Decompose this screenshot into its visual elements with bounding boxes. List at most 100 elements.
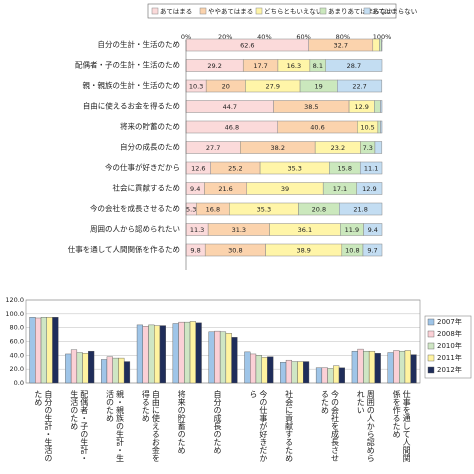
data-label: 9.8	[190, 247, 200, 255]
bar-segment	[356, 182, 383, 195]
legend-swatch	[199, 7, 207, 15]
data-label: 32.7	[333, 42, 347, 50]
category-label: 親・親族の生計・生活のため	[83, 80, 181, 90]
category-label: 将来の貯蓄のため	[120, 121, 180, 131]
legend-swatch	[363, 7, 371, 15]
bar	[351, 350, 358, 384]
data-label: 28.7	[347, 62, 361, 70]
bar-segment	[362, 243, 383, 257]
y-tick-label: 80.0	[10, 324, 24, 332]
data-label: 11.9	[345, 226, 359, 234]
data-label: 40.6	[310, 124, 324, 132]
legend-label: ややあてはまる	[208, 8, 253, 16]
bar	[40, 317, 47, 384]
bar-segment	[374, 141, 383, 154]
bar	[267, 356, 274, 384]
category-label: 周囲の人から認められたい	[90, 224, 180, 234]
legend-label: 2008年	[437, 329, 462, 338]
bar	[70, 349, 78, 384]
x-tick-label: 20%	[218, 33, 232, 41]
bar	[29, 317, 36, 384]
bar-segment	[377, 120, 381, 134]
bar	[404, 350, 411, 384]
bar	[225, 333, 232, 384]
data-label: 10.5	[360, 124, 374, 132]
category-label: 親・親族の生計・生活のため	[105, 390, 125, 462]
bar	[255, 355, 262, 384]
bar	[65, 353, 72, 384]
data-label: 31.3	[232, 226, 246, 234]
category-label: 今の会社を成長させるため	[90, 203, 180, 213]
legend-label: あてはまらない	[372, 8, 417, 16]
bar-segment	[380, 120, 383, 134]
bar	[184, 321, 191, 384]
data-label: 11.3	[190, 226, 204, 234]
data-label: 20	[222, 83, 230, 91]
data-label: 20.8	[312, 206, 326, 214]
legend-label: 2012年	[437, 365, 462, 374]
legend-swatch	[427, 366, 435, 374]
category-label: 今の仕事が好きだから	[105, 162, 180, 172]
category-label: 自分の成長のため	[120, 142, 180, 152]
category-label: 社会に貢献するため	[284, 390, 294, 462]
bar	[112, 357, 119, 384]
bar	[363, 350, 370, 384]
bar-segment	[325, 59, 383, 72]
category-label: 今の会社を成長させるため	[320, 390, 340, 462]
bar	[208, 331, 215, 384]
bar	[261, 357, 268, 384]
bar	[250, 353, 257, 384]
data-label: 11.1	[364, 165, 378, 173]
bar	[393, 350, 400, 384]
bar	[118, 357, 125, 384]
bar	[136, 324, 143, 384]
bar-segment	[379, 38, 382, 52]
data-label: 22.7	[352, 83, 366, 91]
data-label: 23.2	[331, 144, 345, 152]
legend-label: 2007年	[437, 317, 462, 326]
bar	[410, 354, 417, 384]
data-label: 15.8	[338, 165, 352, 173]
bar	[46, 317, 53, 384]
category-label: 配偶者・子の生計・生活のため	[69, 390, 89, 462]
data-label: 16.8	[206, 206, 220, 214]
bar	[172, 323, 179, 384]
bar	[231, 337, 238, 384]
bar	[154, 325, 161, 384]
data-label: 25.2	[228, 165, 242, 173]
data-label: 46.8	[225, 124, 239, 132]
bar	[82, 353, 89, 384]
bar	[387, 352, 394, 384]
data-label: 44.7	[223, 103, 237, 111]
category-label: 自由に使えるお金を得るため	[141, 390, 161, 462]
category-label: 自分の生計・生活のため	[98, 39, 181, 49]
bar	[142, 326, 149, 384]
data-label: 12.9	[362, 185, 376, 193]
bar	[76, 352, 83, 384]
data-label: 39	[281, 185, 289, 193]
data-label: 19	[315, 83, 323, 91]
data-label: 9.4	[368, 226, 378, 234]
bar-segment	[380, 100, 383, 113]
y-tick-label: 100.0	[5, 310, 24, 318]
bar-segment	[339, 202, 383, 216]
bar	[321, 367, 328, 384]
data-label: 29.2	[207, 62, 221, 70]
legend-box	[147, 3, 397, 19]
legend-label: どちらともいえない	[264, 8, 322, 16]
bar	[357, 348, 364, 384]
data-label: 38.2	[270, 144, 284, 152]
y-tick-label: 20.0	[10, 365, 24, 373]
legend-label: あまりあてはまらない	[328, 8, 393, 16]
bar	[106, 356, 113, 384]
data-label: 35.3	[257, 206, 271, 214]
bar	[148, 324, 155, 384]
category-label: 自由に使えるお金を得るため	[83, 101, 180, 111]
data-label: 5.3	[186, 206, 196, 214]
data-label: 21.6	[218, 185, 232, 193]
y-tick-label: 120.0	[5, 296, 24, 304]
data-label: 27.9	[265, 83, 279, 91]
bar	[338, 367, 345, 384]
